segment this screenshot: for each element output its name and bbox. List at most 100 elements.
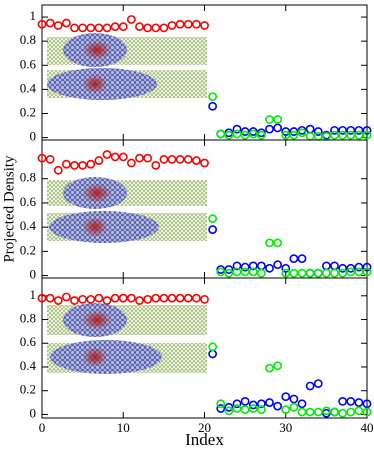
point (354, 262, 364, 272)
point (167, 154, 177, 164)
point (61, 159, 71, 169)
point (191, 19, 201, 29)
point (240, 267, 250, 277)
point (338, 130, 348, 140)
point (110, 293, 120, 303)
point (281, 263, 291, 273)
point (191, 293, 201, 303)
point (232, 399, 242, 409)
point (305, 381, 315, 391)
point (338, 396, 348, 406)
point (208, 225, 218, 234)
inset-bottom (47, 303, 207, 374)
point (110, 22, 120, 32)
point (354, 398, 364, 407)
point (346, 125, 356, 135)
point (305, 124, 315, 134)
y-tick-label: 0.6 (20, 334, 37, 349)
point (305, 407, 315, 417)
point (346, 407, 356, 417)
point (232, 261, 242, 271)
x-tick-label: 0 (39, 420, 46, 435)
point (338, 125, 348, 135)
point (281, 268, 291, 278)
y-tick-label: 0.4 (20, 80, 37, 95)
y-tick-label: 1 (30, 287, 37, 302)
point (110, 152, 120, 162)
point (208, 101, 218, 111)
point (151, 161, 161, 170)
point (362, 130, 372, 140)
point (273, 123, 283, 133)
y-tick-label: 0 (30, 129, 37, 144)
point (256, 399, 266, 409)
point (346, 263, 356, 273)
point (330, 407, 339, 417)
point (86, 294, 96, 304)
point (183, 19, 193, 29)
inset-middle (47, 177, 207, 243)
point (297, 268, 307, 278)
point (159, 154, 169, 164)
point (273, 361, 283, 371)
y-tick-label: 0.6 (20, 194, 37, 209)
point (143, 23, 153, 33)
point (167, 21, 177, 30)
point (289, 394, 299, 404)
point (78, 161, 88, 170)
point (281, 127, 291, 136)
point (265, 263, 274, 273)
point (224, 268, 234, 278)
point (216, 267, 226, 277)
y-tick-label: 0.2 (20, 382, 36, 397)
point (159, 293, 169, 303)
y-tick-label: 0.8 (20, 311, 36, 326)
point (313, 407, 323, 417)
x-tick-label: 30 (279, 420, 292, 435)
point (362, 262, 372, 272)
point (346, 396, 356, 406)
point (216, 404, 226, 413)
point (289, 254, 299, 264)
point (208, 349, 218, 359)
point (240, 130, 250, 140)
point (61, 292, 71, 302)
point (240, 262, 250, 272)
point (70, 296, 79, 305)
point (61, 18, 71, 28)
point (224, 130, 234, 140)
point (175, 154, 185, 164)
point (175, 19, 185, 29)
point (289, 268, 299, 278)
point (232, 267, 242, 277)
point (200, 21, 209, 30)
point (151, 23, 161, 33)
point (135, 22, 144, 32)
point (45, 293, 55, 303)
point (256, 130, 266, 140)
y-tick-label: 0.8 (20, 32, 36, 47)
point (362, 407, 372, 417)
point (78, 294, 88, 304)
point (45, 18, 55, 28)
point (338, 268, 348, 278)
point (305, 131, 315, 141)
point (126, 15, 136, 24)
y-axis-label: Projected Density (1, 155, 17, 263)
point (346, 130, 356, 140)
point (265, 363, 274, 373)
point (273, 238, 283, 248)
point (208, 92, 218, 102)
point (53, 21, 63, 30)
point (224, 406, 234, 416)
point (313, 127, 323, 136)
point (305, 268, 315, 278)
point (256, 268, 266, 278)
point (362, 267, 372, 277)
point (273, 115, 283, 124)
point (102, 150, 112, 159)
point (191, 156, 201, 165)
point (240, 396, 250, 406)
y-tick-label: 0.6 (20, 56, 37, 71)
point (289, 130, 299, 140)
